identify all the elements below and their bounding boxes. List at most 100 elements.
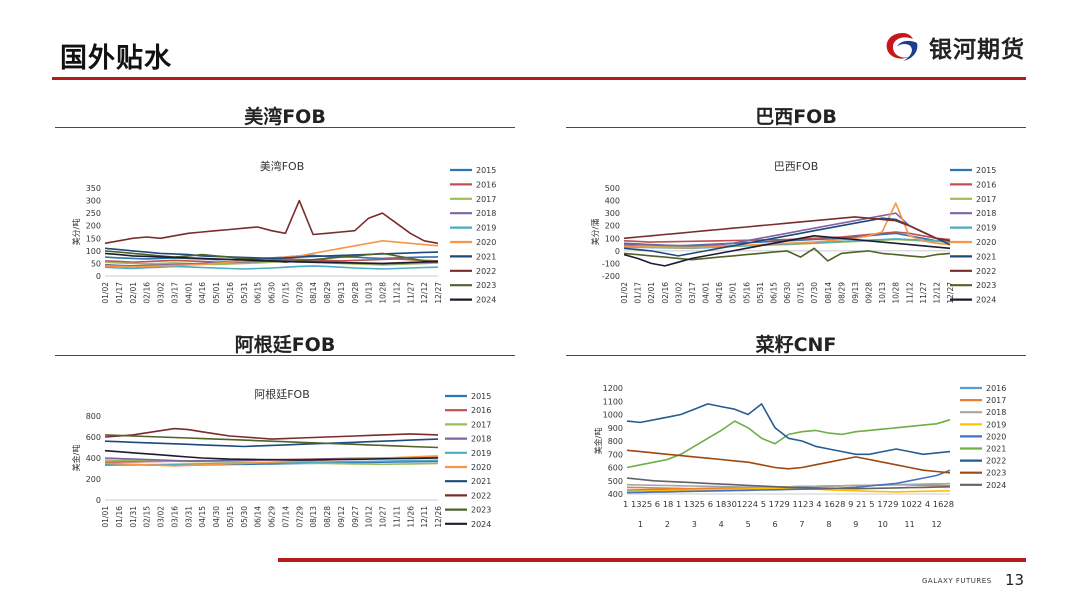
x-month-label: 5 <box>746 520 751 529</box>
y-tick-label: 300 <box>605 209 620 218</box>
legend-label-2022: 2022 <box>471 491 491 500</box>
series-line-2020 <box>623 202 951 249</box>
legend-label-2018: 2018 <box>976 209 996 218</box>
section-rule <box>55 127 515 128</box>
y-tick-label: 500 <box>605 184 620 193</box>
legend-label-2024: 2024 <box>986 481 1006 490</box>
x-tick-label: 01/01 <box>101 506 110 528</box>
y-tick-label: -200 <box>602 272 620 281</box>
x-tick-label: 04/01 <box>702 282 711 304</box>
y-tick-label: 700 <box>608 450 623 459</box>
section-title-rapeseed: 菜籽CNF <box>755 334 837 356</box>
legend-label-2019: 2019 <box>476 224 496 233</box>
x-tick-label: 10/12 <box>365 506 374 528</box>
x-month-label: 2 <box>665 520 670 529</box>
x-tick-label: 05/16 <box>226 282 235 304</box>
x-tick-label: 12/12 <box>932 282 941 304</box>
y-tick-label: 0 <box>96 496 101 505</box>
x-tick-label: 11/11 <box>392 506 401 528</box>
x-month-label: 9 <box>853 520 858 529</box>
x-tick-label: 04/30 <box>212 506 221 528</box>
y-tick-label: 500 <box>608 477 623 486</box>
legend-label-2018: 2018 <box>986 408 1006 417</box>
series-line-2022 <box>626 403 951 456</box>
y-tick-label: 400 <box>608 490 623 499</box>
x-tick-label: 11/12 <box>905 282 914 304</box>
y-tick-label: 100 <box>605 234 620 243</box>
x-tick-label: 06/29 <box>268 506 277 528</box>
series-line-2016 <box>104 258 439 263</box>
y-tick-label: 50 <box>91 259 101 268</box>
series-line-2022 <box>104 427 439 440</box>
page-number: 13 <box>1005 571 1025 589</box>
legend-label-2019: 2019 <box>986 420 1006 429</box>
legend-label-2018: 2018 <box>476 209 496 218</box>
x-tick-label: 11/26 <box>406 506 415 528</box>
x-tick-label: 05/31 <box>756 282 765 304</box>
y-tick-label: 200 <box>605 222 620 231</box>
footer-rule <box>278 558 1026 562</box>
x-month-label: 6 <box>772 520 777 529</box>
x-tick-label: 03/16 <box>170 506 179 528</box>
legend-label-2021: 2021 <box>476 252 496 261</box>
y-axis-label: 美金/吨 <box>593 428 603 455</box>
x-tick-label: 01/17 <box>634 282 643 304</box>
y-tick-label: 400 <box>86 454 101 463</box>
y-tick-label: 900 <box>608 424 623 433</box>
y-tick-label: 200 <box>86 475 101 484</box>
x-tick-label: 09/13 <box>851 282 860 304</box>
legend-label-2015: 2015 <box>976 166 996 175</box>
legend-label-2020: 2020 <box>976 238 996 247</box>
y-tick-label: 400 <box>605 197 620 206</box>
x-tick-label: 08/28 <box>323 506 332 528</box>
galaxy-logo-icon <box>886 33 918 61</box>
series-line-2016 <box>623 231 951 243</box>
y-tick-label: 0 <box>615 247 620 256</box>
x-tick-label: 06/30 <box>268 282 277 304</box>
series-line-2023 <box>626 449 951 474</box>
legend-label-2022: 2022 <box>476 267 496 276</box>
x-tick-label: 02/15 <box>143 506 152 528</box>
x-tick-label: 09/28 <box>351 282 360 304</box>
y-tick-label: 350 <box>86 184 101 193</box>
series-line-2018 <box>623 212 951 247</box>
legend-label-2019: 2019 <box>976 224 996 233</box>
legend-label-2022: 2022 <box>986 457 1006 466</box>
series-line-2020 <box>626 469 951 494</box>
legend-label-2021: 2021 <box>986 445 1006 454</box>
x-tick-label: 07/30 <box>295 282 304 304</box>
x-tick-label: 11/12 <box>392 282 401 304</box>
legend-label-2020: 2020 <box>986 432 1006 441</box>
section-rule <box>566 355 1026 356</box>
x-tick-label: 05/16 <box>742 282 751 304</box>
x-tick-label: 09/13 <box>337 282 346 304</box>
legend-label-2017: 2017 <box>471 420 491 429</box>
legend-label-2024: 2024 <box>976 296 996 305</box>
x-tick-label: 03/02 <box>157 506 166 528</box>
x-tick-label: 05/01 <box>729 282 738 304</box>
x-tick-label: 03/31 <box>184 506 193 528</box>
x-month-label: 12 <box>931 520 941 529</box>
series-line-2023 <box>623 247 951 262</box>
legend-label-2022: 2022 <box>976 267 996 276</box>
x-tick-label: 08/14 <box>309 282 318 304</box>
x-tick-label: 05/30 <box>240 506 249 528</box>
x-tick-label: 04/16 <box>198 282 207 304</box>
header-rule <box>52 77 1026 80</box>
galaxy-futures-logo: 银河期货 <box>883 30 1025 64</box>
x-tick-label: 06/14 <box>254 506 263 528</box>
x-tick-label: 04/15 <box>198 506 207 528</box>
x-tick-label: 07/14 <box>281 506 290 528</box>
x-tick-label: 06/15 <box>769 282 778 304</box>
series-line-2021 <box>626 419 951 469</box>
x-month-label: 11 <box>905 520 915 529</box>
x-tick-label: 10/28 <box>892 282 901 304</box>
x-tick-label: 08/29 <box>837 282 846 304</box>
legend-label-2024: 2024 <box>476 296 496 305</box>
y-tick-label: -100 <box>602 259 620 268</box>
x-tick-label: 11/27 <box>406 282 415 304</box>
x-tick-label: 12/11 <box>420 506 429 528</box>
x-tick-label: 09/12 <box>337 506 346 528</box>
y-tick-label: 150 <box>86 234 101 243</box>
x-month-label: 3 <box>692 520 697 529</box>
